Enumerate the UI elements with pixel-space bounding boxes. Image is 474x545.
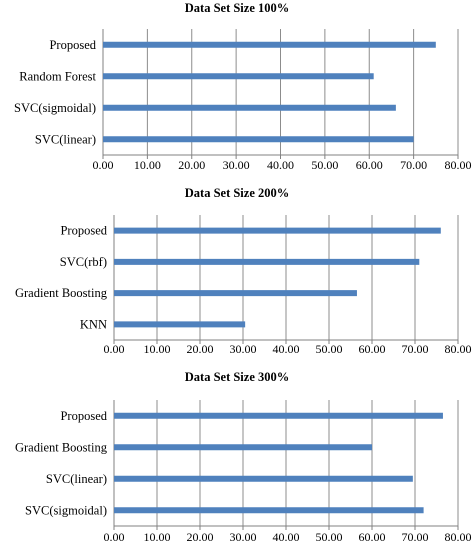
chart-title: Data Set Size 300% xyxy=(185,370,290,384)
category-label: Gradient Boosting xyxy=(15,440,108,454)
chart-1: Data Set Size 100% 0.00 10.00 20.00 30.00 40.… xyxy=(14,1,471,172)
bar xyxy=(103,41,436,48)
category-label: KNN xyxy=(80,317,107,331)
bar xyxy=(103,73,374,80)
x-tick-label: 20.00 xyxy=(187,530,214,544)
x-tick-label: 70.00 xyxy=(402,342,429,356)
category-label: Proposed xyxy=(49,38,96,52)
category-label: Proposed xyxy=(60,224,107,238)
x-tick-label: 40.00 xyxy=(273,530,300,544)
x-tick-label: 40.00 xyxy=(267,158,294,172)
chart-3: Data Set Size 300% 0.00 10.00 20.00 30.00 40.… xyxy=(15,370,472,544)
bar xyxy=(114,475,413,482)
x-tick-label: 30.00 xyxy=(230,530,257,544)
category-label: SVC(sigmoidal) xyxy=(25,503,107,517)
bar xyxy=(114,412,443,419)
x-tick-label: 80.00 xyxy=(445,530,472,544)
x-tick-label: 0.00 xyxy=(104,530,125,544)
x-tick-label: 20.00 xyxy=(187,342,214,356)
x-tick-label: 70.00 xyxy=(400,158,427,172)
chart-title: Data Set Size 100% xyxy=(185,1,290,15)
x-tick-label: 50.00 xyxy=(316,530,343,544)
bar xyxy=(114,258,420,265)
x-tick-label: 50.00 xyxy=(311,158,338,172)
bar xyxy=(103,104,396,111)
x-tick-label: 50.00 xyxy=(316,342,343,356)
chart-2: Data Set Size 200% 0.00 10.00 20.00 30.00 40.… xyxy=(15,186,472,356)
bar xyxy=(114,444,372,451)
x-tick-label: 0.00 xyxy=(104,342,125,356)
x-tick-label: 30.00 xyxy=(223,158,250,172)
bar xyxy=(114,290,357,297)
category-label: SVC(sigmoidal) xyxy=(14,101,96,115)
category-label: Random Forest xyxy=(19,69,96,83)
chart-title: Data Set Size 200% xyxy=(185,186,290,200)
category-label: Gradient Boosting xyxy=(15,286,108,300)
bar xyxy=(114,321,246,328)
x-tick-label: 20.00 xyxy=(178,158,205,172)
category-label: Proposed xyxy=(60,409,107,423)
category-label: SVC(linear) xyxy=(35,132,96,146)
x-tick-label: 80.00 xyxy=(445,342,472,356)
x-tick-label: 40.00 xyxy=(273,342,300,356)
x-tick-label: 60.00 xyxy=(359,530,386,544)
x-tick-label: 10.00 xyxy=(134,158,161,172)
x-tick-label: 30.00 xyxy=(230,342,257,356)
x-tick-label: 0.00 xyxy=(93,158,114,172)
bar xyxy=(114,507,424,514)
x-tick-label: 70.00 xyxy=(402,530,429,544)
x-tick-label: 10.00 xyxy=(144,530,171,544)
x-tick-label: 10.00 xyxy=(144,342,171,356)
x-tick-label: 60.00 xyxy=(359,342,386,356)
category-label: SVC(rbf) xyxy=(60,255,107,269)
category-label: SVC(linear) xyxy=(46,472,107,486)
x-tick-label: 60.00 xyxy=(356,158,383,172)
bar xyxy=(114,227,441,234)
bar xyxy=(103,136,414,143)
x-tick-label: 80.00 xyxy=(445,158,472,172)
